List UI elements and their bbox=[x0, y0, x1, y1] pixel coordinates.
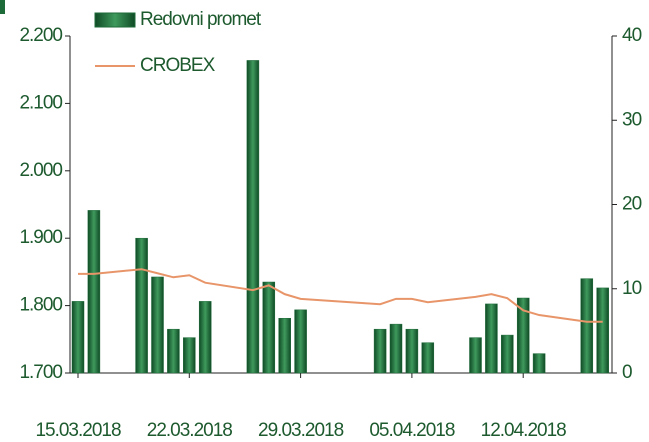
y-tick-label: 1.900 bbox=[19, 227, 62, 248]
bar bbox=[262, 281, 276, 374]
x-tick-label: 22.03.2018 bbox=[147, 420, 233, 441]
bar bbox=[373, 328, 387, 374]
bar bbox=[389, 323, 403, 374]
bar bbox=[183, 337, 196, 374]
legend-label: CROBEX bbox=[140, 55, 216, 76]
line bbox=[78, 268, 603, 323]
bar bbox=[246, 60, 260, 374]
bar bbox=[405, 328, 419, 374]
legend-swatch bbox=[94, 12, 136, 28]
bar bbox=[151, 276, 164, 374]
bar bbox=[421, 342, 435, 374]
y2-tick-label: 40 bbox=[622, 25, 642, 46]
y2-tick-label: 20 bbox=[622, 194, 642, 215]
bar bbox=[580, 278, 594, 374]
x-tick-label: 05.04.2018 bbox=[369, 420, 455, 441]
bar bbox=[135, 237, 148, 374]
y2-tick-label: 10 bbox=[622, 278, 642, 299]
x-tick-label: 12.04.2018 bbox=[481, 420, 567, 441]
y-tick-label: 2.200 bbox=[19, 25, 62, 46]
bar bbox=[198, 301, 212, 374]
bar bbox=[294, 309, 307, 374]
bar bbox=[469, 337, 482, 374]
y-tick-label: 1.800 bbox=[19, 295, 62, 316]
y2-tick-label: 0 bbox=[622, 362, 632, 383]
y-tick-label: 1.700 bbox=[19, 362, 62, 383]
bar bbox=[501, 334, 514, 374]
bar bbox=[596, 287, 609, 374]
bar bbox=[167, 328, 180, 374]
x-tick-label: 29.03.2018 bbox=[258, 420, 344, 441]
bar bbox=[516, 297, 530, 374]
bar bbox=[532, 353, 546, 374]
bar bbox=[485, 303, 498, 374]
bar bbox=[87, 210, 101, 374]
corner-mark bbox=[0, 0, 5, 14]
y-tick-label: 2.100 bbox=[19, 92, 62, 113]
bar bbox=[278, 317, 291, 374]
legend-label: Redovni promet bbox=[140, 9, 262, 30]
bar bbox=[71, 301, 85, 374]
x-tick-label: 15.03.2018 bbox=[35, 420, 121, 441]
y-tick-label: 2.000 bbox=[19, 160, 62, 181]
y2-tick-label: 30 bbox=[622, 109, 642, 130]
